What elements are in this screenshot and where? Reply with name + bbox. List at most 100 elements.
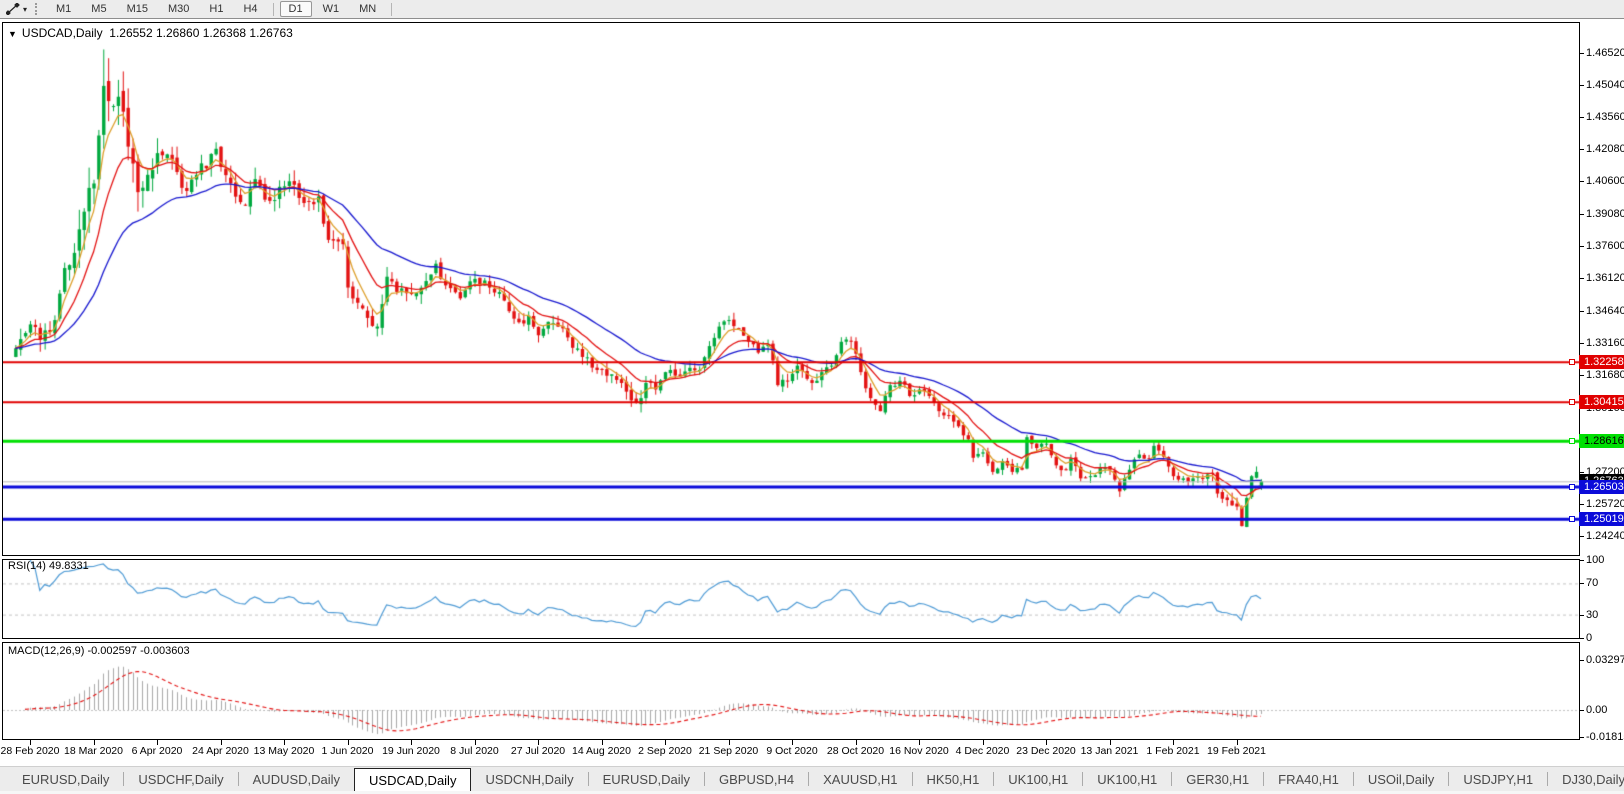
- macd-tick: [1580, 660, 1584, 662]
- hline-price-badge: 1.30415: [1579, 395, 1624, 410]
- timeframe-button-m1[interactable]: M1: [56, 3, 72, 15]
- date-label: 13 Jan 2021: [1080, 745, 1139, 757]
- chart-tab-xauusd-h1[interactable]: XAUUSD,H1: [823, 771, 898, 787]
- macd-indicator-label: MACD(12,26,9) -0.002597 -0.003603: [8, 645, 190, 657]
- date-label: 19 Feb 2021: [1207, 745, 1266, 757]
- price-chart-canvas[interactable]: [3, 23, 1579, 555]
- rsi-canvas[interactable]: [3, 560, 1579, 638]
- date-tick: [1046, 740, 1047, 745]
- timeframe-buttons: M1 M5 M15 M30 H1 H4 D1 W1 MN: [46, 0, 397, 18]
- date-tick: [411, 740, 412, 745]
- date-label: 6 Apr 2020: [131, 745, 183, 757]
- chart-tab-uk100-h1[interactable]: UK100,H1: [1008, 771, 1069, 787]
- chart-ohlc-values: 1.26552 1.26860 1.26368 1.26763: [109, 26, 293, 40]
- price-tick: [1580, 374, 1584, 376]
- price-tick: [1580, 310, 1584, 312]
- chart-tab-usdjpy-h1[interactable]: USDJPY,H1: [1463, 771, 1534, 787]
- status-strip: [0, 791, 1624, 794]
- timeframe-button-w1[interactable]: W1: [322, 3, 340, 15]
- chart-tab-dj30-daily[interactable]: DJ30,Daily: [1562, 771, 1624, 787]
- price-tick-label: 1.36120: [1586, 272, 1624, 285]
- rsi-tick-label: 100: [1586, 554, 1605, 566]
- toolbar-grip[interactable]: [35, 3, 40, 15]
- price-tick: [1580, 117, 1584, 119]
- date-tick: [1173, 740, 1174, 745]
- hline-drag-handle[interactable]: [1569, 516, 1575, 523]
- chart-tab-eurusd-daily[interactable]: EURUSD,Daily: [22, 771, 110, 787]
- chart-dropdown-icon[interactable]: ▼: [8, 29, 17, 39]
- cursor-tool-button[interactable]: ▾: [0, 0, 33, 18]
- date-tick: [220, 740, 222, 745]
- date-tick: [93, 740, 95, 745]
- date-tick: [601, 740, 603, 745]
- macd-tick-label: -0.018154: [1586, 731, 1624, 744]
- rsi-tick-label: 70: [1586, 577, 1599, 590]
- date-tick: [538, 740, 539, 745]
- price-tick: [1580, 149, 1584, 151]
- hline-price-badge: 1.26503: [1579, 479, 1624, 494]
- date-label: 1 Feb 2021: [1146, 745, 1200, 757]
- date-tick: [157, 740, 158, 745]
- timeframe-button-d1[interactable]: D1: [279, 1, 312, 17]
- price-tick-label: 1.39080: [1586, 208, 1624, 221]
- hline-drag-handle[interactable]: [1569, 359, 1575, 366]
- price-tick-label: 1.40600: [1586, 175, 1624, 188]
- macd-tick-label: 0.032972: [1586, 654, 1624, 667]
- date-tick: [919, 740, 920, 745]
- price-tick-label: 1.31680: [1586, 368, 1624, 381]
- price-tick-label: 1.37600: [1586, 240, 1624, 253]
- rsi-tick: [1580, 638, 1584, 639]
- date-tick: [728, 740, 730, 745]
- date-tick: [792, 740, 793, 745]
- hline-drag-handle[interactable]: [1569, 399, 1575, 406]
- hline-drag-handle[interactable]: [1569, 438, 1575, 445]
- timeframe-button-mn[interactable]: MN: [359, 3, 377, 15]
- chart-tab-bar: EURUSD,Daily USDCHF,Daily AUDUSD,Daily USDC…: [0, 766, 1624, 791]
- timeframe-button-m5[interactable]: M5: [91, 3, 107, 15]
- macd-tick: [1580, 710, 1584, 711]
- timeframe-button-m15[interactable]: M15: [126, 3, 148, 15]
- date-tick: [1236, 740, 1238, 745]
- price-tick-label: 1.24240: [1586, 530, 1624, 543]
- date-tick: [1109, 740, 1111, 745]
- chart-tab-gbpusd-h4[interactable]: GBPUSD,H4: [718, 771, 795, 787]
- chart-tab-usdcnh-daily[interactable]: USDCNH,Daily: [485, 771, 574, 787]
- chart-tab-eurusd-daily[interactable]: EURUSD,Daily: [602, 771, 690, 787]
- price-tick: [1580, 278, 1584, 280]
- price-tick: [1580, 536, 1584, 538]
- price-tick-label: 1.45040: [1586, 79, 1624, 92]
- price-tick: [1580, 85, 1584, 87]
- price-tick-label: 1.42080: [1586, 143, 1624, 156]
- chart-tab-ger30-h1[interactable]: GER30,H1: [1186, 771, 1250, 787]
- chart-tab-usoil-daily[interactable]: USOil,Daily: [1367, 771, 1435, 787]
- price-tick-label: 1.43560: [1586, 111, 1624, 124]
- rsi-tick-label: 30: [1586, 608, 1599, 621]
- date-label: 13 May 2020: [253, 745, 315, 757]
- chart-tab-fra40-h1[interactable]: FRA40,H1: [1278, 771, 1339, 787]
- timeframe-button-m30[interactable]: M30: [167, 3, 190, 15]
- price-tick-label: 1.46520: [1586, 46, 1624, 59]
- macd-tick-label: 0.00: [1586, 704, 1608, 716]
- hline-drag-handle[interactable]: [1569, 483, 1575, 490]
- chart-tab-uk100-h1[interactable]: UK100,H1: [1097, 771, 1158, 787]
- date-label: 19 Jun 2020: [382, 745, 440, 757]
- chart-title: ▼ USDCAD,Daily 1.26552 1.26860 1.26368 1.…: [8, 26, 293, 40]
- date-label: 21 Sep 2020: [698, 745, 759, 757]
- price-tick: [1580, 342, 1584, 344]
- date-label: 27 Jul 2020: [510, 745, 566, 757]
- chevron-down-icon[interactable]: ▾: [23, 4, 28, 14]
- date-tick: [347, 740, 349, 745]
- chart-tab-audusd-daily[interactable]: AUDUSD,Daily: [252, 771, 341, 787]
- macd-canvas[interactable]: [3, 643, 1579, 739]
- timeframe-button-h1[interactable]: H1: [209, 3, 224, 15]
- chart-tab-usdchf-daily[interactable]: USDCHF,Daily: [138, 771, 224, 787]
- chart-tab-usdcad-daily[interactable]: USDCAD,Daily: [354, 768, 472, 791]
- timeframe-toolbar: ▾ M1 M5 M15 M30 H1 H4 D1 W1 MN: [0, 0, 1624, 19]
- price-tick: [1580, 52, 1584, 54]
- chart-symbol-label: USDCAD,Daily: [21, 26, 103, 40]
- timeframe-button-h4[interactable]: H4: [243, 3, 258, 15]
- chart-tab-hk50-h1[interactable]: HK50,H1: [926, 771, 980, 787]
- date-tick: [665, 740, 666, 745]
- date-tick: [855, 740, 857, 745]
- date-tick: [982, 740, 984, 745]
